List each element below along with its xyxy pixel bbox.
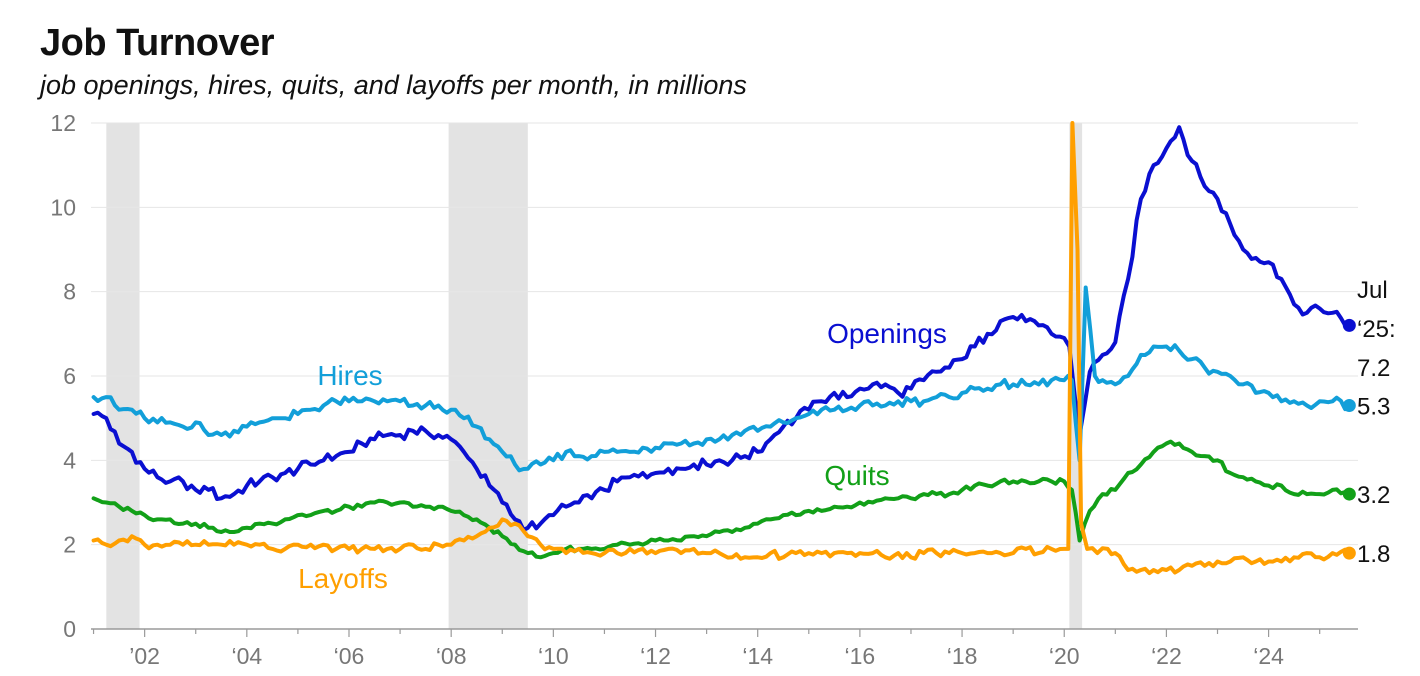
x-tick-label-2010: ‘10 — [538, 643, 569, 669]
end-note-month: Jul — [1357, 277, 1388, 304]
series-end-value-quits: 3.2 — [1357, 482, 1390, 509]
series-line-hires — [91, 285, 1352, 473]
y-tick-label-12: 12 — [50, 110, 76, 136]
x-tick-label-2016: ‘16 — [845, 643, 876, 669]
series-line-openings — [91, 125, 1352, 532]
series-label-layoffs: Layoffs — [298, 563, 388, 594]
x-tick-label-2024: ‘24 — [1253, 643, 1284, 669]
end-note-year: ‘25: — [1357, 316, 1396, 343]
series-end-dot-quits — [1342, 487, 1356, 501]
x-tick-label-2014: ‘14 — [742, 643, 773, 669]
x-tick-label-2002: ’02 — [129, 643, 160, 669]
chart-title: Job Turnover — [40, 22, 275, 64]
series-end-value-hires: 5.3 — [1357, 394, 1390, 421]
series-line-layoffs — [91, 121, 1352, 576]
series-end-dot-openings — [1342, 318, 1356, 332]
series-end-dot-hires — [1342, 399, 1356, 413]
y-tick-label-0: 0 — [63, 616, 76, 642]
series-label-openings: Openings — [827, 318, 947, 349]
y-tick-label-10: 10 — [50, 194, 76, 220]
series-label-quits: Quits — [824, 460, 889, 491]
x-tick-label-2022: ‘22 — [1151, 643, 1182, 669]
series-end-dot-layoffs — [1342, 546, 1356, 560]
series-end-value-layoffs: 1.8 — [1357, 541, 1390, 568]
series-line-quits — [91, 439, 1352, 560]
x-tick-label-2004: ‘04 — [231, 643, 262, 669]
x-tick-label-2006: ‘06 — [334, 643, 365, 669]
y-tick-label-8: 8 — [63, 279, 76, 305]
x-tick-label-2018: ‘18 — [947, 643, 978, 669]
y-tick-label-4: 4 — [63, 447, 76, 473]
x-tick-label-2008: ‘08 — [436, 643, 467, 669]
series-end-value-openings: 7.2 — [1357, 355, 1390, 382]
chart-subtitle: job openings, hires, quits, and layoffs … — [40, 70, 747, 100]
x-tick-label-2012: ‘12 — [640, 643, 671, 669]
x-tick-label-2020: ‘20 — [1049, 643, 1080, 669]
y-tick-label-2: 2 — [63, 532, 76, 558]
series-label-hires: Hires — [317, 360, 382, 391]
y-tick-label-6: 6 — [63, 363, 76, 389]
